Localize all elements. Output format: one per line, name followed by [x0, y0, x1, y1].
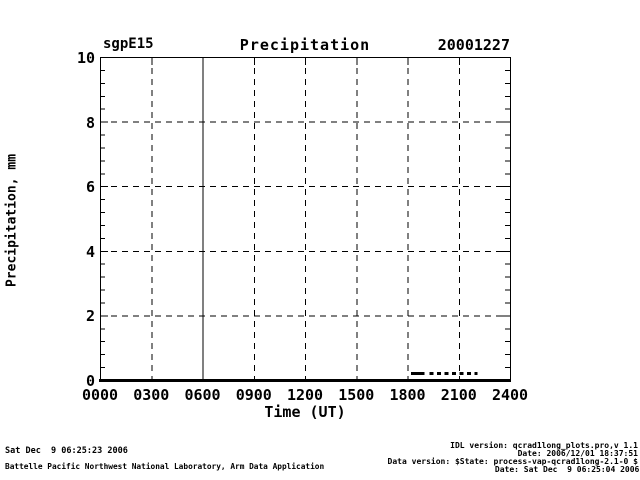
y-tick-label: 10	[76, 49, 95, 67]
y-axis-title: Precipitation, mm	[4, 153, 20, 288]
y-tick-label: 4	[85, 242, 95, 261]
x-tick-label: 2400	[491, 386, 529, 404]
chart-title: Precipitation	[239, 36, 371, 54]
date-label: 20001227	[437, 36, 510, 54]
footer-idl-date: Date: 2006/12/01 18:37:51	[517, 449, 638, 458]
footer-organization: Battelle Pacific Northwest National Labo…	[5, 462, 325, 471]
y-tick-label: 0	[85, 372, 95, 390]
x-axis-title: Time (UT)	[264, 403, 346, 421]
y-tick-label: 2	[85, 307, 95, 326]
x-tick-label: 0900	[235, 386, 272, 404]
x-tick-label: 2100	[440, 386, 477, 404]
y-tick-label: 6	[85, 178, 95, 197]
x-tick-label: 1200	[286, 386, 324, 404]
y-tick-label: 8	[85, 113, 95, 132]
footer-timestamp: Sat Dec 9 06:25:23 2006	[5, 446, 128, 456]
x-tick-label: 1800	[389, 386, 426, 404]
x-tick-label: 1500	[338, 386, 375, 404]
x-tick-label: 0300	[133, 386, 170, 404]
site-label: sgpE15	[103, 36, 154, 52]
footer-data-date: Date: Sat Dec 9 06:25:04 2006 $	[494, 465, 640, 474]
x-tick-label: 0000	[81, 386, 119, 404]
footer-idl-version: IDL version: qcrad1long_plots.pro,v 1.1	[450, 441, 638, 450]
footer-data-version: Data version: $State: process-vap-qcrad1…	[387, 457, 638, 466]
x-tick-label: 0600	[184, 386, 221, 404]
